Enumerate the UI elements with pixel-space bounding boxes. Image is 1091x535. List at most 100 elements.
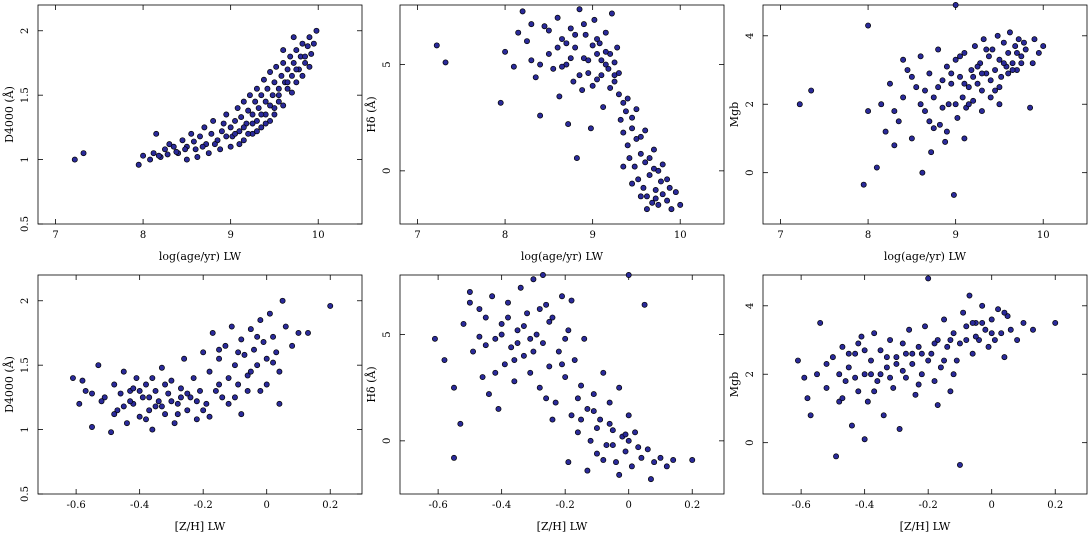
y-tick-label: 2 (745, 371, 756, 377)
data-point (245, 130, 252, 137)
data-point (188, 130, 195, 137)
data-point (877, 347, 884, 354)
data-point (950, 371, 957, 378)
data-point (559, 361, 565, 368)
data-point (950, 191, 957, 198)
data-point (251, 346, 257, 353)
data-point (945, 101, 952, 108)
data-point (1012, 43, 1019, 50)
data-point (193, 416, 200, 423)
data-point (587, 437, 594, 444)
x-tick-label: -0.6 (791, 500, 810, 511)
data-point (284, 66, 291, 73)
data-point (258, 92, 265, 99)
data-point (613, 459, 619, 466)
scatter-panel-5: -0.6 -0.4 -0.2 0 0.2 0 5 [Z/H] LW Hδ (Å) (364, 272, 725, 533)
data-point (194, 154, 201, 160)
data-point (622, 431, 629, 438)
data-point (254, 333, 261, 340)
data-point (284, 85, 291, 92)
data-point (664, 176, 671, 183)
data-point (253, 85, 260, 92)
data-point (995, 306, 1002, 313)
data-point (313, 27, 320, 34)
data-point (952, 2, 959, 8)
data-point (200, 407, 207, 414)
data-point (266, 310, 273, 317)
x-tick-label: -0.4 (855, 500, 874, 511)
data-point (299, 72, 306, 79)
data-point (883, 354, 890, 361)
data-point (823, 384, 830, 391)
data-point (136, 387, 143, 394)
data-point (629, 125, 636, 132)
data-point (143, 416, 149, 423)
data-point (628, 463, 635, 470)
data-point (270, 333, 277, 340)
data-point (271, 111, 278, 118)
data-point (1030, 326, 1036, 333)
data-point (238, 114, 245, 121)
data-point (935, 84, 942, 91)
data-point (852, 350, 859, 357)
y-axis-label: D4000 (Å) (2, 356, 16, 413)
data-point (247, 368, 254, 375)
data-point (947, 388, 954, 395)
data-point (957, 73, 963, 80)
data-point (992, 67, 999, 73)
data-point (957, 53, 963, 60)
data-point (111, 411, 118, 418)
data-point (165, 390, 172, 397)
data-point (293, 79, 300, 86)
data-point (546, 318, 553, 325)
data-point (216, 381, 223, 388)
data-point (288, 72, 295, 79)
data-point (994, 32, 1001, 39)
y-tick-label: 5 (382, 331, 393, 337)
data-point (223, 133, 230, 140)
data-point (530, 348, 537, 355)
x-tick-label: 7 (414, 230, 420, 241)
data-point (961, 49, 968, 56)
data-point (980, 36, 987, 43)
data-point (174, 400, 181, 407)
data-point (581, 335, 588, 342)
data-point (902, 350, 909, 357)
data-point (216, 346, 223, 353)
data-point (466, 299, 473, 306)
data-point (1013, 49, 1020, 56)
scatter-panel-4: -0.6 -0.4 -0.2 0 0.2 0.5 1 1.5 2 [Z/H] LW D4000 (Å… (2, 274, 363, 533)
data-point (1005, 49, 1012, 56)
data-point (89, 424, 95, 430)
data-point (642, 159, 649, 166)
data-point (963, 323, 970, 330)
data-point (861, 371, 868, 378)
data-point (227, 124, 234, 131)
data-point (476, 306, 483, 312)
data-point (808, 87, 815, 94)
plot-frame (37, 274, 363, 495)
data-point (584, 406, 591, 412)
data-point (117, 390, 124, 397)
data-point (168, 377, 175, 384)
data-point (510, 63, 517, 70)
data-point (934, 402, 941, 408)
data-point (970, 97, 977, 104)
data-point (1022, 46, 1029, 53)
data-point (925, 357, 932, 364)
data-point (485, 391, 492, 398)
data-point (874, 378, 881, 385)
data-point (502, 48, 509, 55)
data-point (539, 340, 546, 346)
data-point (657, 454, 664, 461)
data-point (572, 44, 579, 51)
data-point (244, 387, 251, 394)
data-point (101, 394, 108, 401)
data-point (941, 316, 948, 323)
data-point (646, 155, 653, 162)
data-point (594, 50, 600, 57)
data-point (1005, 70, 1012, 77)
data-point (546, 363, 553, 370)
data-point (893, 354, 900, 361)
data-point (578, 416, 585, 423)
